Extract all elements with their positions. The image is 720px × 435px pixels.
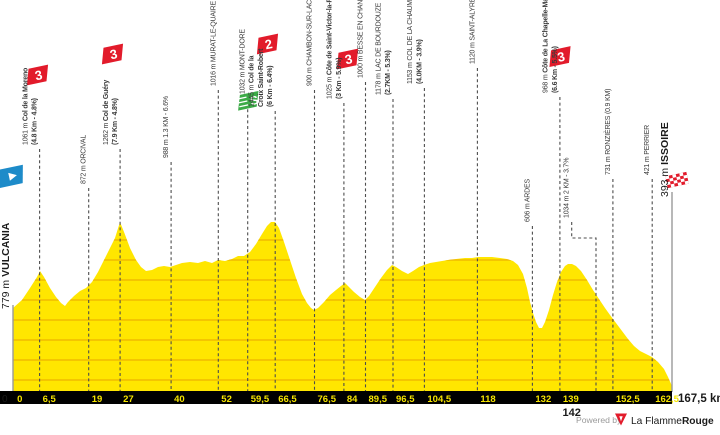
svg-text:52: 52 — [221, 394, 232, 405]
svg-text:(3 Km - 5.9%)1025 m Côte de Sa: (3 Km - 5.9%)1025 m Côte de Saint-Victor… — [327, 0, 343, 99]
svg-text:167,5 km: 167,5 km — [678, 393, 720, 405]
svg-text:162,5: 162,5 — [655, 394, 679, 405]
svg-text:1034 m 2 KM - 3.7%: 1034 m 2 KM - 3.7% — [564, 158, 571, 218]
svg-text:104,5: 104,5 — [427, 394, 451, 405]
svg-text:393 m ISSOIRE: 393 m ISSOIRE — [659, 122, 671, 197]
svg-text:872 m ORCIVAL: 872 m ORCIVAL — [81, 135, 88, 184]
svg-text:66,5: 66,5 — [278, 394, 297, 405]
svg-text:(6 Km - 6.4%)Croix Saint-Rober: (6 Km - 6.4%)Croix Saint-Robert1445 m Co… — [249, 48, 275, 107]
svg-text:1120 m SAINT-ALYRE-ÈS-MONTAGNE: 1120 m SAINT-ALYRE-ÈS-MONTAGNE — [467, 0, 476, 64]
svg-text:76,5: 76,5 — [318, 394, 337, 405]
svg-text:421 m PERRIER: 421 m PERRIER — [644, 125, 651, 175]
svg-text:(6.6 Km - 5.5%)968 m Côte de L: (6.6 Km - 5.5%)968 m Côte de La Chapelle… — [543, 0, 559, 93]
svg-text:1000 m BESSE EN CHANDESSE: 1000 m BESSE EN CHANDESSE — [358, 0, 365, 78]
svg-text:(7.9 Km - 4.8%)1262 m Col de G: (7.9 Km - 4.8%)1262 m Col de Guéry — [103, 80, 119, 145]
svg-text:152,5: 152,5 — [616, 394, 640, 405]
svg-text:96,5: 96,5 — [396, 394, 415, 405]
svg-text:139: 139 — [563, 394, 579, 405]
svg-text:900 m CHAMBON-SUR-LAC: 900 m CHAMBON-SUR-LAC — [307, 0, 314, 86]
svg-text:779 m VULCANIA: 779 m VULCANIA — [0, 222, 12, 309]
svg-text:118: 118 — [480, 394, 495, 405]
svg-text:988 m 1.3 KM - 6.6%: 988 m 1.3 KM - 6.6% — [163, 96, 170, 158]
svg-text:0: 0 — [17, 394, 22, 405]
svg-text:606 m ARDES: 606 m ARDES — [524, 179, 531, 222]
svg-text:40: 40 — [174, 394, 185, 405]
svg-text:19: 19 — [92, 394, 103, 405]
svg-text:59,5: 59,5 — [251, 394, 270, 405]
svg-text:89,5: 89,5 — [369, 394, 388, 405]
svg-text:(4.0KM - 3.9%)1153 m COL DE LA: (4.0KM - 3.9%)1153 m COL DE LA CHAUMOUNE — [407, 0, 423, 84]
svg-text:6,5: 6,5 — [43, 394, 57, 405]
svg-text:Powered by: Powered by — [576, 415, 622, 425]
svg-text:0: 0 — [2, 394, 8, 405]
svg-text:132: 132 — [535, 394, 551, 405]
svg-text:1032 m MONT-DORE: 1032 m MONT-DORE — [240, 29, 247, 94]
svg-text:27: 27 — [123, 394, 134, 405]
svg-text:La FlammeRouge: La FlammeRouge — [631, 416, 714, 427]
svg-text:731 m RONZIÈRES (0.9 KM): 731 m RONZIÈRES (0.9 KM) — [603, 89, 612, 175]
svg-text:84: 84 — [347, 394, 358, 405]
svg-text:1016 m MURAT-LE-QUAIRE: 1016 m MURAT-LE-QUAIRE — [210, 1, 217, 86]
svg-text:(2.7KM - 5.3%)1178 m LAC DE BO: (2.7KM - 5.3%)1178 m LAC DE BOURDOUZE — [376, 2, 392, 95]
